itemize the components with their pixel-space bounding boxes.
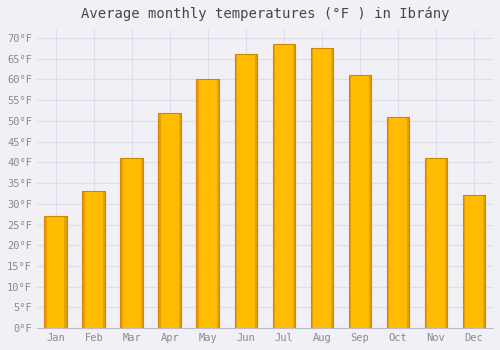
Bar	[386, 117, 409, 328]
Bar	[482, 195, 486, 328]
Bar	[44, 216, 47, 328]
Bar	[216, 79, 220, 328]
Bar	[234, 55, 258, 328]
Bar	[424, 158, 448, 328]
Bar	[158, 112, 182, 328]
Bar	[196, 79, 220, 328]
Bar	[158, 112, 161, 328]
Bar	[462, 195, 485, 328]
Bar	[272, 44, 295, 328]
Bar	[64, 216, 67, 328]
Bar	[272, 44, 276, 328]
Bar	[292, 44, 296, 328]
Bar	[102, 191, 105, 328]
Bar	[462, 195, 466, 328]
Bar	[310, 48, 334, 328]
Bar	[348, 75, 352, 328]
Bar	[140, 158, 143, 328]
Bar	[406, 117, 410, 328]
Bar	[424, 158, 428, 328]
Bar	[234, 55, 238, 328]
Bar	[120, 158, 144, 328]
Bar	[254, 55, 258, 328]
Bar	[82, 191, 85, 328]
Bar	[120, 158, 123, 328]
Title: Average monthly temperatures (°F ) in Ibrány: Average monthly temperatures (°F ) in Ib…	[80, 7, 449, 21]
Bar	[348, 75, 372, 328]
Bar	[44, 216, 67, 328]
Bar	[310, 48, 314, 328]
Bar	[386, 117, 390, 328]
Bar	[178, 112, 182, 328]
Bar	[82, 191, 105, 328]
Bar	[368, 75, 372, 328]
Bar	[444, 158, 448, 328]
Bar	[330, 48, 334, 328]
Bar	[196, 79, 199, 328]
